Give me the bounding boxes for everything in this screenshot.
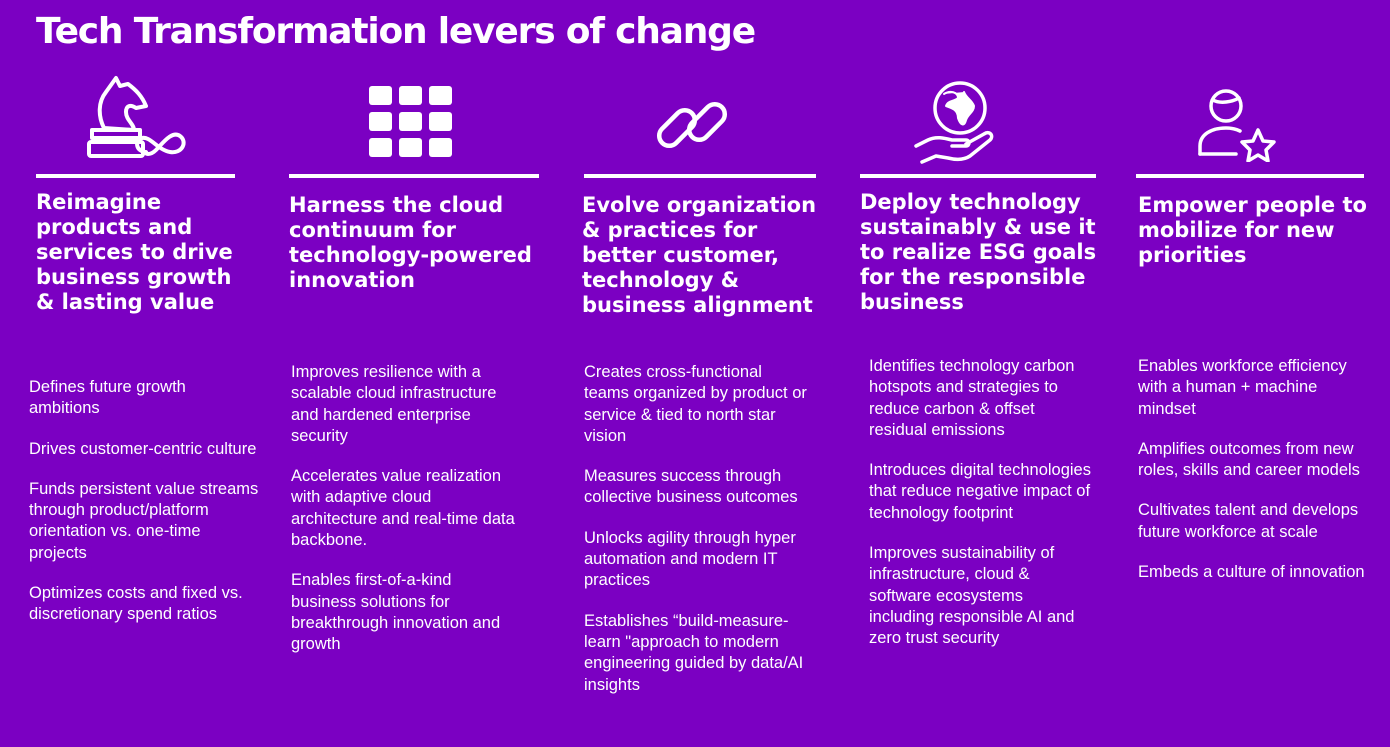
bullet-item: Enables workforce efficiency with a huma… — [1138, 357, 1347, 418]
lever-heading: Deploy technology sustainably & use it t… — [860, 190, 1097, 314]
lever-heading: Reimagine products and services to drive… — [36, 190, 233, 314]
bullet-item: Identifies technology carbon hotspots an… — [869, 357, 1075, 439]
bullet-item: Introduces digital technologies that red… — [869, 461, 1091, 522]
grid-squares-icon — [369, 86, 453, 158]
bullet-item: Enables first-of-a-kind business solutio… — [291, 571, 501, 654]
bullet-item: Measures success through collective busi… — [584, 467, 798, 507]
lever-bullets: Defines future growth ambitions Drives c… — [29, 377, 259, 645]
bullet-item: Amplifies outcomes from new roles, skill… — [1138, 439, 1360, 480]
bullet-item: Cultivates talent and develops future wo… — [1138, 501, 1359, 541]
divider-rule — [289, 174, 539, 178]
bullet-item: Defines future growth ambitions — [29, 378, 186, 418]
lever-heading: Empower people to mobilize for new prior… — [1138, 193, 1367, 267]
divider-rule — [860, 174, 1096, 178]
globe-in-hand-icon — [914, 80, 998, 166]
bullet-item: Embeds a culture of innovation — [1138, 563, 1365, 582]
bullet-item: Establishes “build-measure-learn "approa… — [584, 611, 804, 694]
bullet-item: Creates cross-functional teams organized… — [584, 363, 807, 445]
chain-link-icon — [654, 90, 732, 164]
lever-bullets: Improves resilience with a scalable clou… — [291, 362, 516, 675]
lever-bullets: Creates cross-functional teams organized… — [584, 362, 809, 715]
bullet-item: Drives customer-centric culture — [29, 439, 257, 458]
bullet-item: Improves sustainability of infrastructur… — [869, 544, 1075, 648]
lever-heading: Evolve organization & practices for bett… — [582, 193, 817, 317]
lever-bullets: Enables workforce efficiency with a huma… — [1138, 356, 1368, 602]
page-title: Tech Transformation levers of change — [36, 11, 756, 52]
bullet-item: Optimizes costs and fixed vs. discretion… — [29, 584, 243, 624]
bullet-item: Accelerates value realization with adapt… — [291, 467, 515, 550]
divider-rule — [36, 174, 235, 178]
chess-knight-infinity-icon — [84, 72, 194, 166]
bullet-item: Unlocks agility through hyper automation… — [584, 528, 796, 590]
lever-heading: Harness the cloud continuum for technolo… — [289, 193, 532, 292]
bullet-item: Funds persistent value streams through p… — [29, 479, 259, 562]
person-star-icon — [1196, 88, 1278, 162]
divider-rule — [1136, 174, 1364, 178]
lever-bullets: Identifies technology carbon hotspots an… — [869, 356, 1091, 669]
bullet-item: Improves resilience with a scalable clou… — [291, 363, 497, 445]
divider-rule — [584, 174, 816, 178]
